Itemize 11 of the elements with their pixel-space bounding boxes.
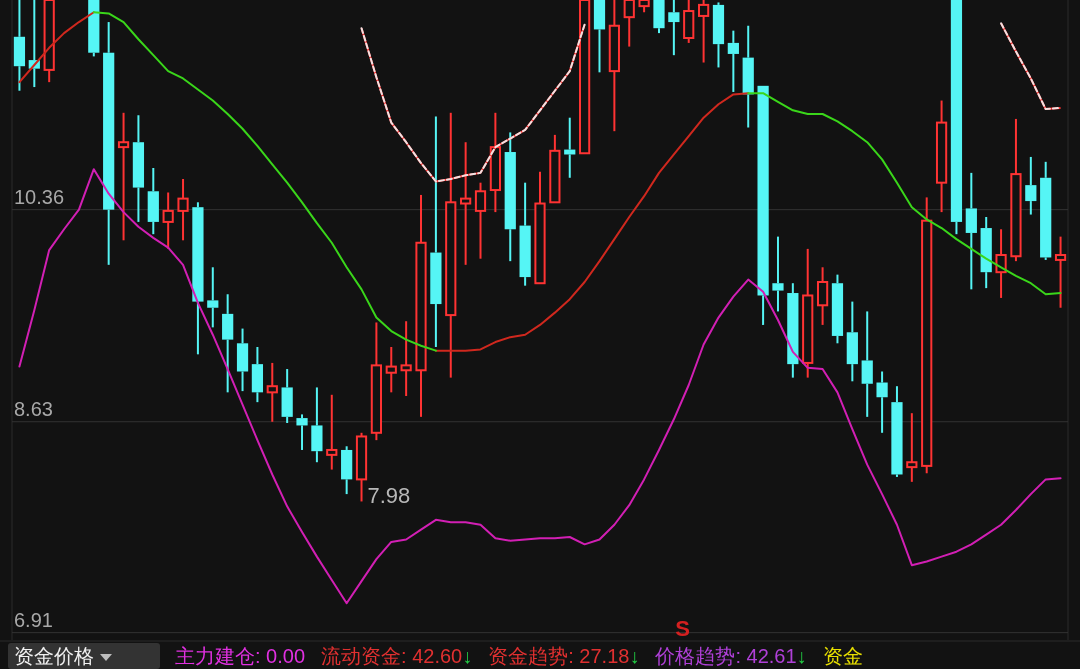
text: 资金 xyxy=(822,645,863,667)
annotation: S xyxy=(675,616,690,641)
text: 主力建仓: 0.00 xyxy=(175,645,306,667)
text: 流动资金: 42.60↓ xyxy=(321,645,473,667)
annotation: 7.98 xyxy=(367,483,411,509)
text: 资金价格 xyxy=(14,645,94,667)
y-tick-label: 8.63 xyxy=(14,397,53,420)
text: 资金趋势: 27.18↓ xyxy=(488,645,640,667)
y-tick-label: 6.91 xyxy=(14,608,53,631)
text: 价格趋势: 42.61↓ xyxy=(654,645,807,667)
y-tick-label: 10.36 xyxy=(14,185,65,208)
